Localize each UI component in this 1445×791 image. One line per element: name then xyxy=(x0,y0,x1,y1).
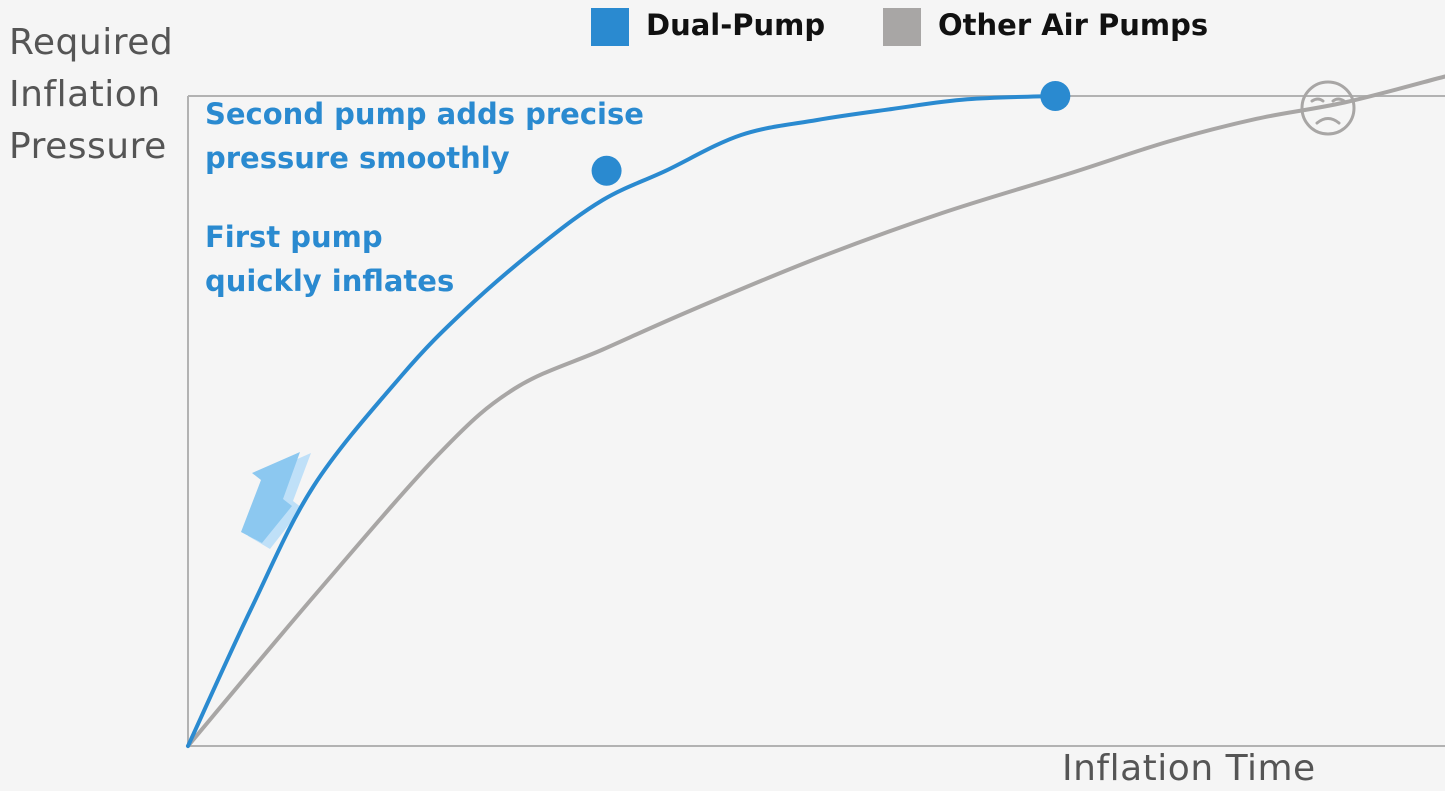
y-axis-label-line-3: Pressure xyxy=(9,126,167,167)
legend-label-other-air-pumps: Other Air Pumps xyxy=(938,8,1209,42)
frown-face-mouth xyxy=(1315,117,1341,125)
series-layer xyxy=(186,74,1445,748)
series-line-dual-pump xyxy=(186,94,1058,748)
legend-swatch-other-air-pumps xyxy=(883,8,921,46)
legend-swatch-dual-pump xyxy=(591,8,629,46)
y-axis-label-line-2: Inflation xyxy=(9,74,161,115)
annotation-first-pump-line-2: quickly inflates xyxy=(205,264,455,298)
legend-label-dual-pump: Dual-Pump xyxy=(646,8,826,42)
marker-layer xyxy=(591,81,1071,186)
up-arrow-icon xyxy=(241,452,311,549)
y-axis-label-line-1: Required xyxy=(9,22,174,63)
axes xyxy=(187,95,1445,747)
frown-face-outline xyxy=(1300,80,1356,136)
series-marker-1 xyxy=(591,155,622,186)
frown-face-icon xyxy=(1300,80,1356,136)
series-marker-2 xyxy=(1040,81,1071,111)
frown-face-left-eye xyxy=(1310,97,1325,103)
frown-face-right-eye xyxy=(1331,97,1346,103)
annotation-second-pump-line-1: Second pump adds precise xyxy=(205,97,644,131)
x-axis-label: Inflation Time xyxy=(1062,748,1316,789)
annotation-second-pump-line-2: pressure smoothly xyxy=(205,141,510,175)
series-line-other-air-pumps xyxy=(186,74,1445,748)
up-arrow-icon-body xyxy=(241,452,300,543)
annotation-first-pump-line-1: First pump xyxy=(205,220,383,254)
